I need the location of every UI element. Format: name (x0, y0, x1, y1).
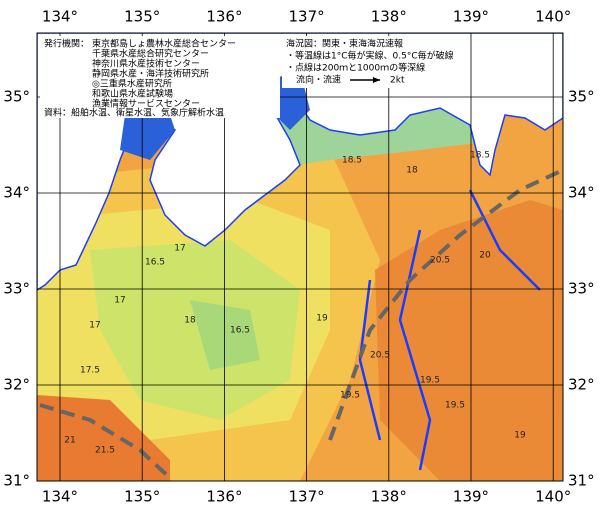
current-legend-label: 流向・流速 (296, 74, 341, 86)
contour-label: 19.5 (445, 401, 465, 411)
info-title: 海況図：関東・東海海況速報 (286, 38, 403, 50)
contour-label: 17 (114, 296, 125, 306)
map-body: 18.5 18.5 18 17 16.5 17 17.5 18 16.5 17 19 19.5 20 20… (37, 33, 563, 481)
contour-label: 16.5 (145, 258, 165, 268)
lon-label: 139° (453, 488, 489, 506)
axis-labels: 134° 134° 135° 135° 136° 136° 137° 137° 138° 138°… (3, 8, 594, 506)
lat-label: 31° (568, 472, 595, 490)
lon-label: 137° (289, 488, 325, 506)
depth-contour (358, 189, 541, 471)
lat-label: 33° (3, 280, 30, 298)
lon-label: 134° (42, 8, 78, 26)
info-note: ・点線は200ｍと1000ｍの等深線 (286, 62, 425, 74)
southwest-warm (37, 395, 170, 481)
lat-label: 32° (3, 376, 30, 394)
contour-label: 21 (64, 436, 75, 446)
contour-label: 19 (316, 314, 328, 324)
contour-label: 21.5 (95, 446, 115, 456)
agency: 漁業情報サービスセンター (92, 98, 200, 110)
contour-label: 17.5 (80, 366, 100, 376)
contour-label: 19.5 (420, 376, 440, 386)
lat-label: 35° (568, 88, 595, 106)
agency: 千葉県水産総合研究センター (92, 48, 209, 60)
agency: 東京都島しょ農林水産総合センター (92, 38, 236, 50)
contour-label: 19.5 (340, 391, 360, 401)
contour-label: 20.5 (370, 351, 390, 361)
agency: 静岡県水産・海洋技術研究所 (92, 68, 209, 80)
lon-label: 138° (371, 8, 407, 26)
contour-label: 17 (174, 244, 185, 254)
contour-label: 18 (406, 166, 418, 176)
contour-label: 16.5 (230, 326, 250, 336)
lon-label: 138° (371, 488, 407, 506)
lat-label: 34° (3, 184, 30, 202)
info-note: ・等温線は1°C毎が実線、0.5°C毎が破線 (286, 50, 454, 62)
agencies: 東京都島しょ農林水産総合センター千葉県水産総合研究センター神奈川県水産技術センタ… (92, 38, 236, 110)
lat-label: 31° (3, 472, 30, 490)
contour-label: 17 (89, 321, 100, 331)
lat-label: 35° (3, 88, 30, 106)
contour-label: 18.5 (342, 156, 362, 166)
lon-label: 136° (206, 488, 242, 506)
contour-label: 19 (514, 431, 526, 441)
agency: 和歌山県水産試験場 (92, 88, 173, 100)
frame (36, 32, 564, 482)
lon-label: 134° (42, 488, 78, 506)
contour-label: 20.5 (430, 256, 450, 266)
lon-label: 140° (535, 488, 571, 506)
agency: ◎三重県水産研究所 (92, 78, 172, 90)
contour-labels: 18.5 18.5 18 17 16.5 17 17.5 18 16.5 17 19 19.5 20 20… (64, 151, 526, 456)
current-arrowhead (373, 77, 380, 83)
kuroshio-axis (39, 168, 563, 480)
lon-label: 139° (453, 8, 489, 26)
lon-label: 137° (289, 8, 325, 26)
publisher-box (40, 36, 280, 118)
source: 資料：船舶水温、衛星水温、気象庁解析水温 (44, 107, 224, 119)
lat-label: 33° (568, 280, 595, 298)
contour-label: 20 (479, 251, 491, 261)
lat-label: 32° (568, 376, 595, 394)
kuroshio-zone (375, 200, 563, 481)
contour-label: 18 (184, 316, 196, 326)
publisher-heading: 発行機関： (44, 38, 89, 50)
lon-label: 135° (124, 8, 160, 26)
current-scale: 2kt (390, 76, 405, 86)
lon-label: 136° (206, 8, 242, 26)
lat-label: 34° (568, 184, 595, 202)
agency: 神奈川県水産技術センター (92, 58, 200, 70)
cool-core (190, 300, 260, 370)
lon-label: 140° (535, 8, 571, 26)
contour-label: 18.5 (470, 151, 490, 161)
lon-label: 135° (124, 488, 160, 506)
